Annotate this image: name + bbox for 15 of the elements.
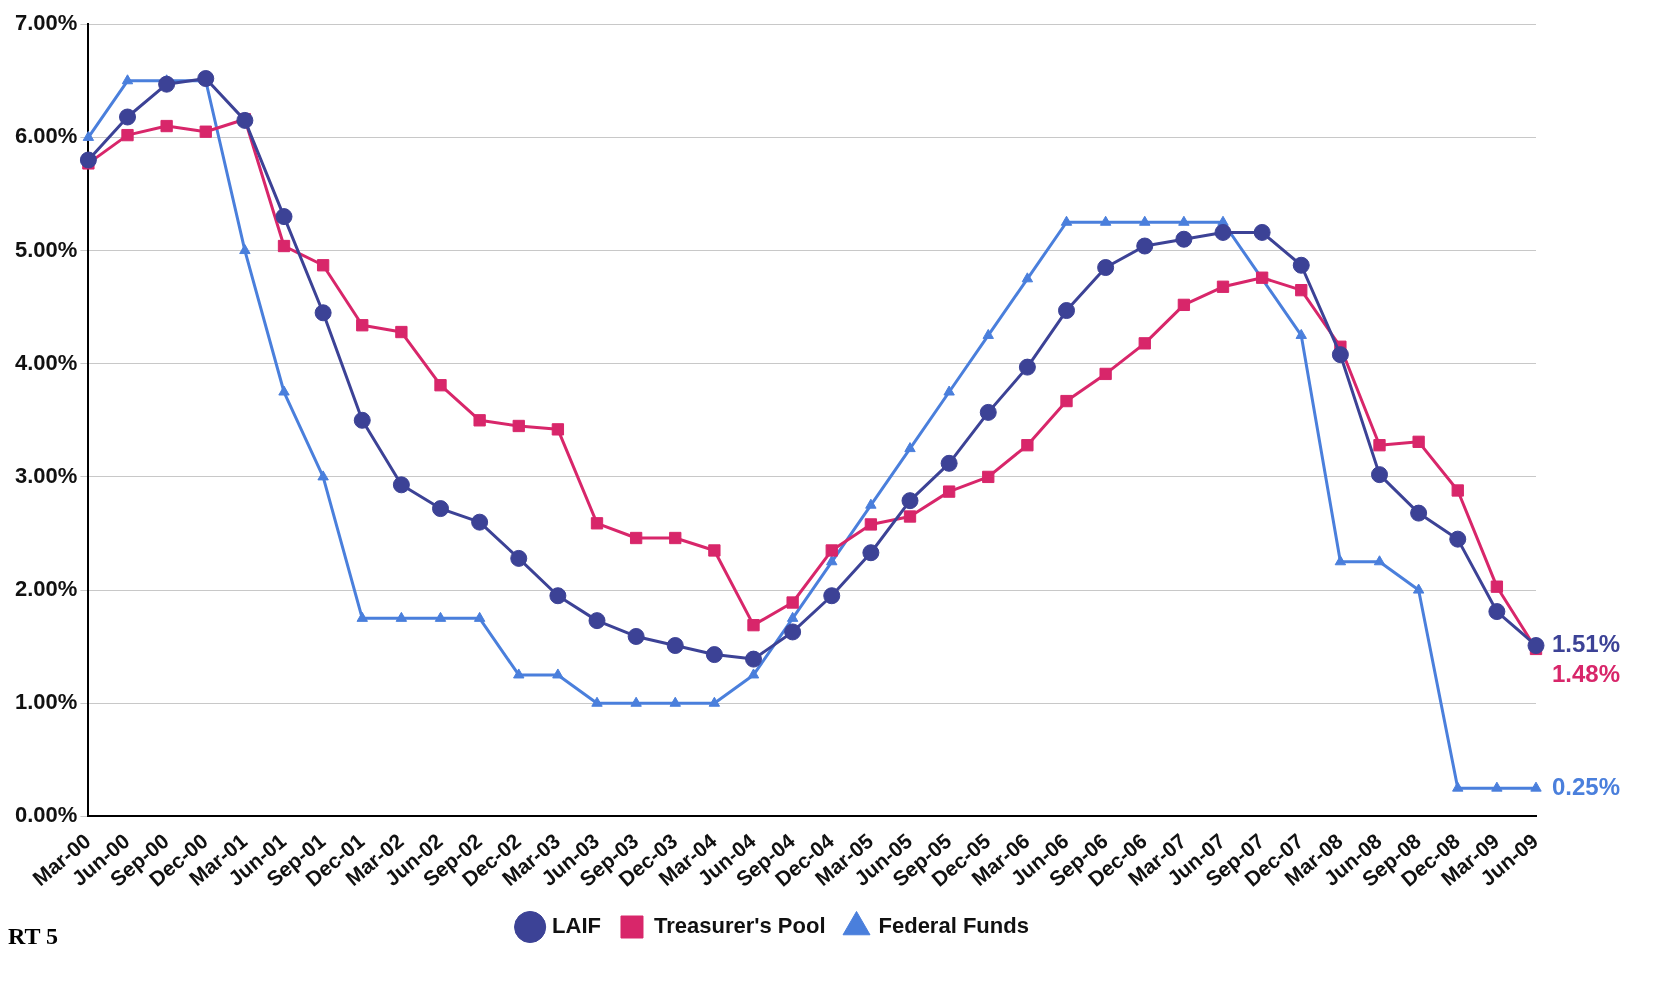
y-tick-label: 0.00%: [14, 802, 78, 828]
text: RT 5: [8, 923, 59, 950]
data-label: 1.48%: [1552, 659, 1621, 687]
legend-label: LAIF: [552, 913, 602, 939]
y-tick-label: 5.00%: [14, 236, 78, 262]
y-tick-label: 6.00%: [14, 123, 78, 149]
y-tick-label: 1.00%: [14, 689, 78, 715]
y-tick-label: 4.00%: [14, 349, 78, 375]
y-tick-label: 7.00%: [14, 10, 78, 36]
y-tick-label: 3.00%: [14, 462, 78, 488]
data-label: 0.25%: [1552, 772, 1621, 800]
data-label: 1.51%: [1552, 630, 1621, 658]
legend-label: Treasurer's Pool: [653, 913, 826, 939]
legend-label: Federal Funds: [878, 913, 1029, 939]
y-tick-label: 2.00%: [14, 576, 78, 602]
